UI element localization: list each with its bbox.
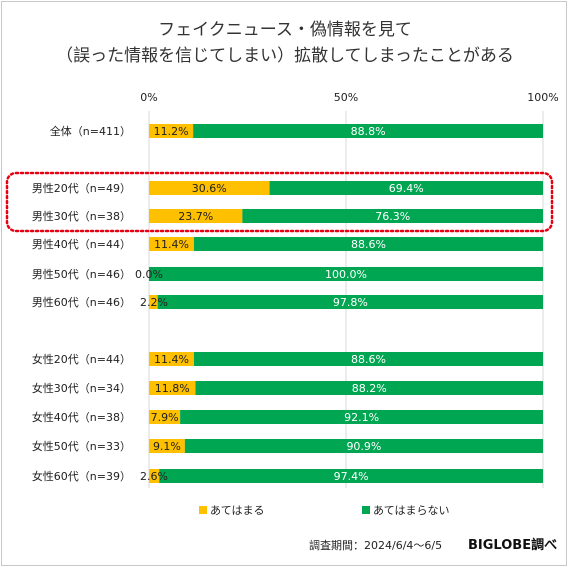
x-tick-label: 100%	[527, 91, 558, 104]
data-label-agree: 0.0%	[135, 268, 163, 281]
category-label: 女性40代（n=38）	[32, 410, 131, 424]
bar-segment-disagree	[193, 352, 543, 366]
data-label-agree: 2.2%	[140, 296, 168, 309]
category-label: 男性20代（n=49）	[32, 181, 131, 195]
data-label-agree: 11.4%	[154, 353, 189, 366]
data-label-agree: 11.8%	[155, 382, 190, 395]
chart-title-line2: （誤った情報を信じてしまい）拡散してしまったことがある	[56, 46, 514, 66]
bar-segment-agree	[149, 410, 181, 424]
data-label-agree: 9.1%	[153, 440, 181, 453]
bar-segment-agree	[149, 237, 194, 251]
data-label-disagree: 76.3%	[375, 210, 410, 223]
x-tick-label: 50%	[334, 91, 358, 104]
category-label: 男性40代（n=44）	[32, 237, 131, 251]
data-label-disagree: 90.9%	[346, 440, 381, 453]
bar-segment-agree	[149, 381, 196, 395]
data-label-disagree: 69.4%	[389, 182, 424, 195]
legend-disagree-swatch	[362, 506, 370, 514]
category-label: 全体（n=411）	[50, 124, 131, 138]
x-tick-label: 0%	[140, 91, 157, 104]
brand-label: BIGLOBE調べ	[468, 538, 558, 553]
data-label-disagree: 88.8%	[351, 125, 386, 138]
bar-segment-agree	[149, 295, 158, 309]
category-label: 女性20代（n=44）	[32, 352, 131, 366]
highlight-box	[5, 171, 554, 233]
category-label: 男性50代（n=46）	[32, 267, 131, 281]
category-label: 男性30代（n=38）	[32, 209, 131, 223]
category-label: 女性60代（n=39）	[32, 469, 131, 483]
data-label-agree: 23.7%	[178, 210, 213, 223]
bar-segment-disagree	[193, 237, 543, 251]
bar-segment-agree	[149, 352, 194, 366]
bar-segment-disagree	[269, 181, 543, 195]
bar-segment-disagree	[180, 410, 543, 424]
bar-segment-disagree	[159, 469, 543, 483]
bar-segment-disagree	[157, 295, 543, 309]
legend-disagree-label: あてはまらない	[373, 504, 450, 517]
legend-agree-label: あてはまる	[210, 504, 265, 517]
bar-segment-agree	[149, 124, 194, 138]
data-label-agree: 7.9%	[151, 411, 179, 424]
survey-period: 調査期間：2024/6/4～6/5	[309, 539, 443, 552]
data-label-disagree: 88.2%	[352, 382, 387, 395]
data-label-disagree: 88.6%	[351, 353, 386, 366]
bar-segment-disagree	[184, 439, 543, 453]
data-label-agree: 2.6%	[140, 470, 168, 483]
bar-segment-agree	[149, 209, 243, 223]
category-label: 女性50代（n=33）	[32, 439, 131, 453]
bar-segment-disagree	[149, 267, 543, 281]
bar-segment-disagree	[242, 209, 544, 223]
category-label: 女性30代（n=34）	[32, 381, 131, 395]
data-label-agree: 11.4%	[154, 238, 189, 251]
data-label-disagree: 97.4%	[334, 470, 369, 483]
bar-segment-disagree	[195, 381, 543, 395]
data-label-disagree: 92.1%	[344, 411, 379, 424]
bar-segment-agree	[149, 181, 270, 195]
bar-segment-agree	[149, 469, 160, 483]
legend-agree-swatch	[199, 506, 207, 514]
data-label-agree: 30.6%	[192, 182, 227, 195]
data-label-disagree: 97.8%	[333, 296, 368, 309]
bar-segment-disagree	[193, 124, 544, 138]
data-label-disagree: 100.0%	[325, 268, 367, 281]
data-label-disagree: 88.6%	[351, 238, 386, 251]
category-label: 男性60代（n=46）	[32, 295, 131, 309]
chart-title-line1: フェイクニュース・偽情報を見て	[158, 20, 412, 40]
data-label-agree: 11.2%	[154, 125, 189, 138]
bar-segment-agree	[149, 439, 185, 453]
